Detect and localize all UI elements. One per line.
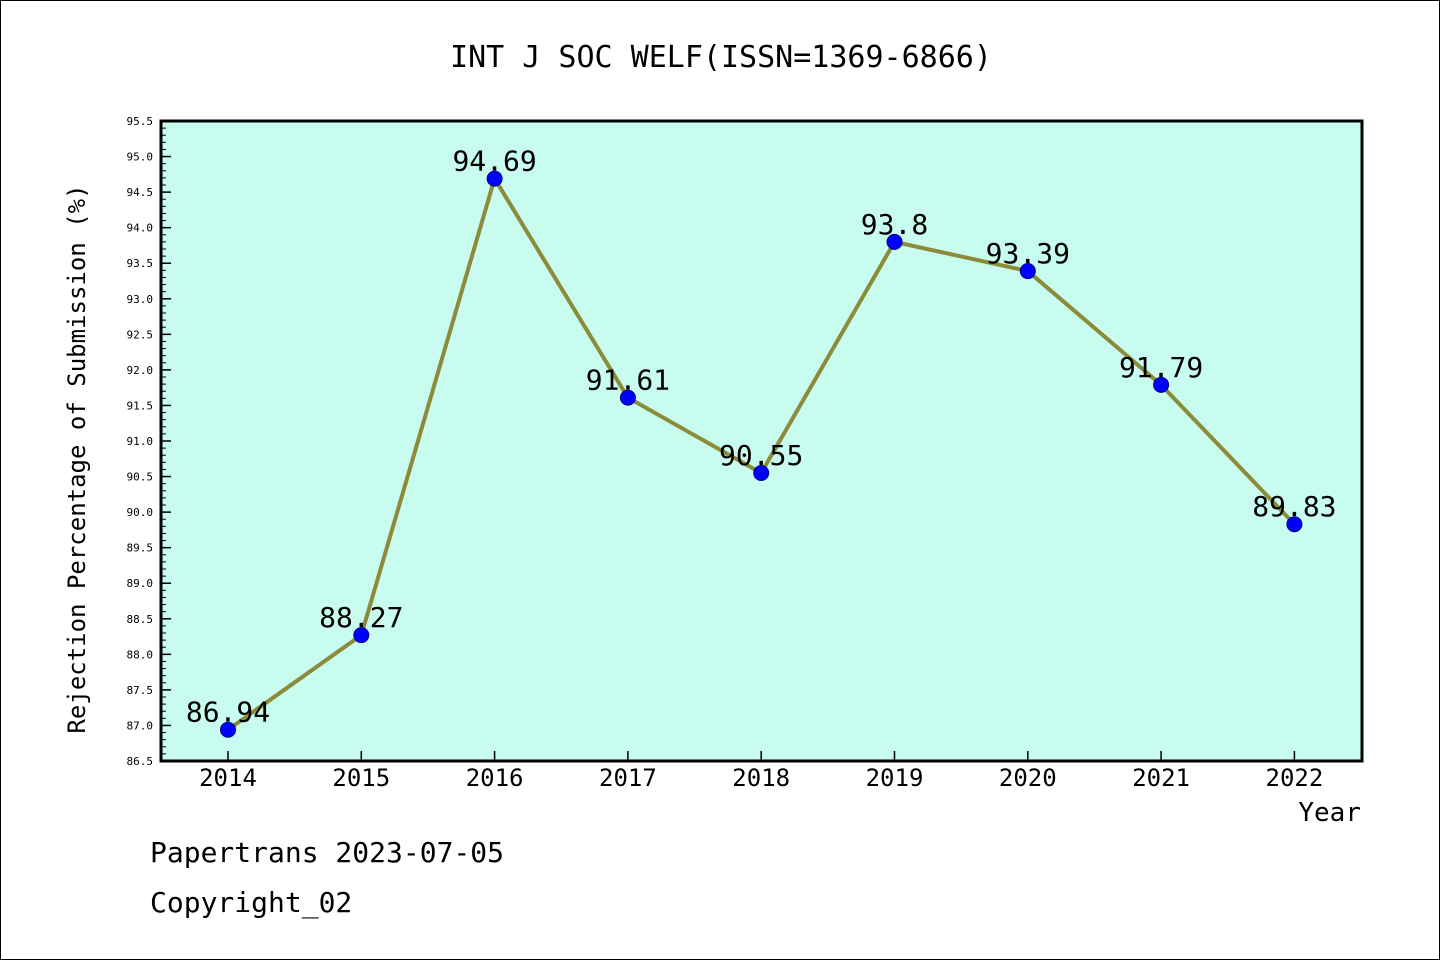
x-tick-label: 2014: [199, 764, 257, 792]
y-tick-label: 94.0: [127, 222, 154, 235]
data-point-marker: [1153, 376, 1170, 393]
y-tick-label: 89.0: [127, 577, 154, 590]
data-point-marker: [886, 233, 903, 250]
data-point-label: 93.39: [986, 237, 1070, 270]
data-point-marker: [220, 721, 236, 738]
x-tick-labels: 2014 2015 2016 2017 2018 2019 2020 2021 2022: [199, 764, 1323, 792]
x-tick-label: 2021: [1132, 764, 1190, 792]
y-tick-label: 90.5: [127, 471, 154, 484]
data-point-marker: [353, 627, 370, 644]
data-labels: 86.94 88.27 94.69 91.61 90.55 93.8 93.39 91.79 8…: [186, 145, 1337, 729]
y-tick-label: 90.0: [127, 506, 154, 519]
y-tick-labels: 86.5 87.0 87.5 88.0 88.5 89.0 89.5 90.0 90.5 91.0…: [127, 115, 154, 768]
data-point-marker: [486, 170, 503, 187]
y-tick-label: 95.0: [127, 151, 154, 164]
x-tick-label: 2015: [332, 764, 390, 792]
footer-copyright-text: Copyright_02: [150, 886, 353, 919]
y-tick-label: 88.5: [127, 613, 154, 626]
chart-title: INT J SOC WELF(ISSN=1369-6866): [450, 40, 992, 75]
y-tick-label: 88.0: [127, 648, 154, 661]
plot-area: [161, 121, 1362, 761]
y-tick-label: 86.5: [127, 755, 154, 768]
y-tick-label: 93.0: [127, 293, 154, 306]
y-tick-label: 92.5: [127, 328, 154, 341]
y-tick-label: 91.0: [127, 435, 154, 448]
y-tick-label: 87.5: [127, 684, 154, 697]
data-point-label: 88.27: [319, 601, 403, 634]
y-tick-label: 91.5: [127, 399, 154, 412]
data-markers: [220, 170, 1303, 738]
data-point-label: 89.83: [1252, 490, 1336, 523]
data-point-marker: [619, 389, 636, 406]
data-point-label: 91.61: [586, 364, 670, 397]
plot-border: [159, 119, 1364, 763]
y-tick-label: 87.0: [127, 719, 154, 732]
data-point-label: 91.79: [1119, 351, 1203, 384]
data-point-label: 90.55: [719, 439, 803, 472]
x-axis-label: Year: [1298, 798, 1361, 828]
x-tick-label: 2016: [466, 764, 524, 792]
y-tick-label: 93.5: [127, 257, 154, 270]
data-point-label: 93.8: [861, 208, 928, 241]
x-tick-label: 2018: [732, 764, 790, 792]
data-point-marker: [753, 465, 770, 481]
data-point-marker: [1286, 516, 1303, 533]
data-point-label: 86.94: [186, 696, 270, 729]
y-tick-label: 89.5: [127, 542, 154, 555]
y-tick-label: 94.5: [127, 186, 154, 199]
y-tick-label: 95.5: [127, 115, 154, 128]
y-axis-label: Rejection Percentage of Submission (%): [63, 184, 91, 733]
x-tick-label: 2017: [599, 764, 657, 792]
y-tick-label: 92.0: [127, 364, 154, 377]
x-tick-label: 2020: [999, 764, 1057, 792]
x-tick-label: 2022: [1266, 764, 1324, 792]
data-point-label: 94.69: [452, 145, 536, 178]
x-tick-label: 2019: [866, 764, 924, 792]
data-point-marker: [1019, 263, 1036, 280]
footer-date-text: Papertrans 2023-07-05: [150, 836, 505, 869]
